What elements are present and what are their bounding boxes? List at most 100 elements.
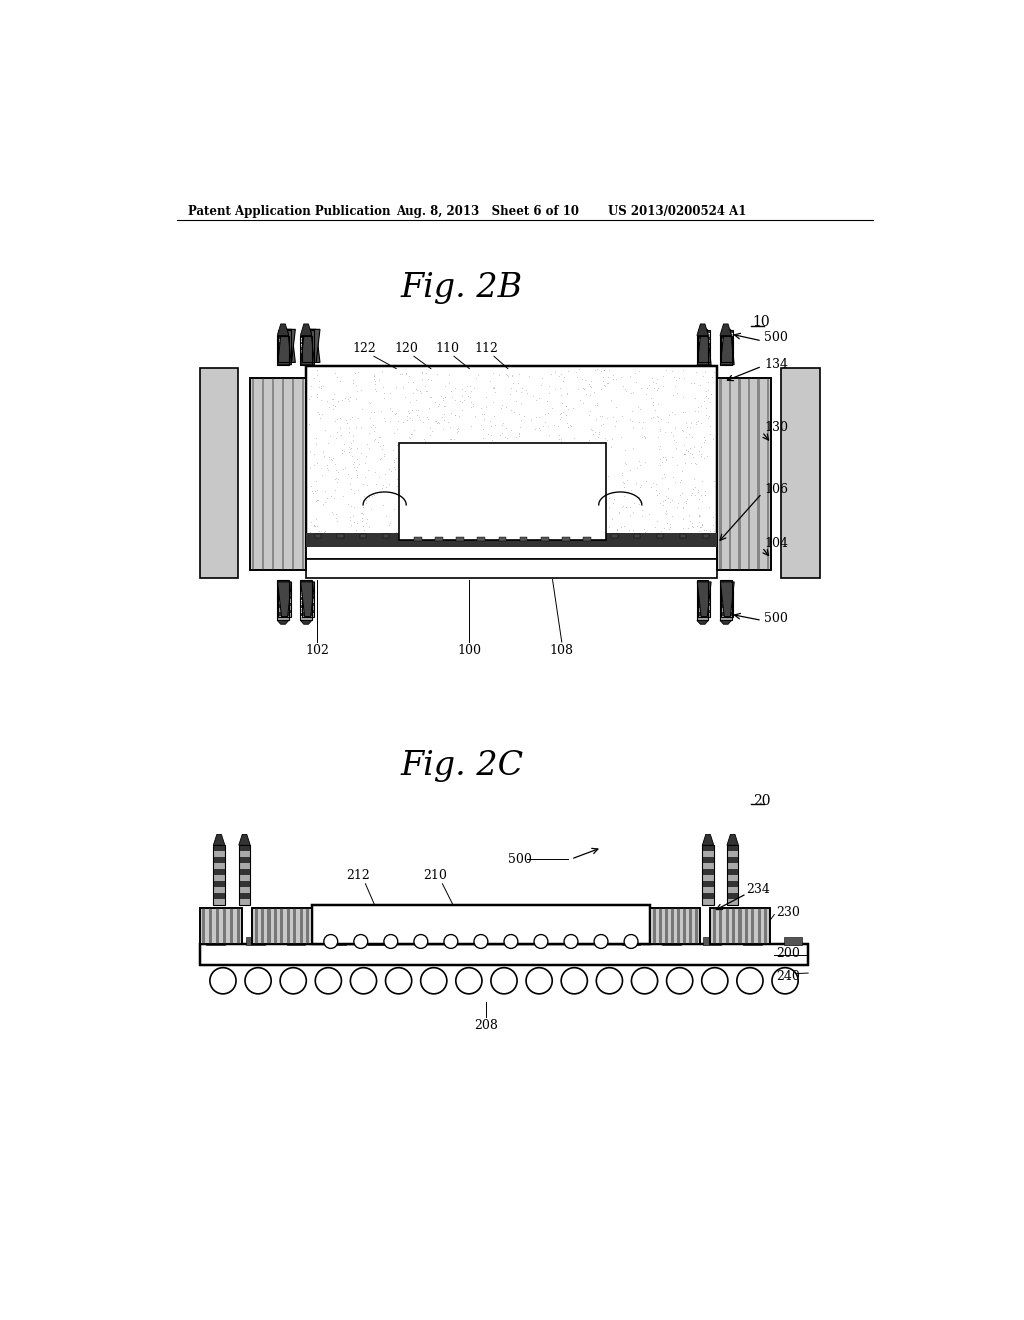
Point xyxy=(467,405,483,426)
Polygon shape xyxy=(301,582,314,616)
Point xyxy=(637,451,653,473)
Point xyxy=(364,417,380,438)
Point xyxy=(650,426,667,447)
Point xyxy=(653,451,670,473)
Circle shape xyxy=(772,968,798,994)
Point xyxy=(391,480,408,502)
Point xyxy=(693,484,710,506)
Bar xyxy=(300,359,312,362)
Point xyxy=(539,490,555,511)
Bar xyxy=(279,337,291,339)
Polygon shape xyxy=(697,323,709,335)
Bar xyxy=(301,593,313,595)
Point xyxy=(659,477,676,498)
Point xyxy=(463,392,479,413)
Point xyxy=(442,429,459,450)
Point xyxy=(512,475,528,496)
Point xyxy=(355,504,372,525)
Point xyxy=(414,368,430,389)
Point xyxy=(553,407,569,428)
Bar xyxy=(726,908,729,944)
Point xyxy=(318,454,335,475)
Point xyxy=(660,411,677,432)
Point xyxy=(476,453,493,474)
Point xyxy=(313,378,330,399)
Point xyxy=(669,454,685,475)
Point xyxy=(540,504,556,525)
Point xyxy=(340,437,356,458)
Point xyxy=(624,479,640,500)
Point xyxy=(511,506,527,527)
Point xyxy=(418,363,434,384)
Bar xyxy=(239,892,250,899)
Point xyxy=(662,516,678,537)
Point xyxy=(452,483,468,504)
Bar xyxy=(702,857,714,863)
Bar xyxy=(721,610,733,612)
Point xyxy=(445,495,462,516)
Point xyxy=(685,446,701,467)
Point xyxy=(437,461,454,482)
Point xyxy=(346,451,362,473)
Point xyxy=(689,400,706,421)
Point xyxy=(644,395,660,416)
Point xyxy=(696,429,713,450)
Point xyxy=(373,400,389,421)
Point xyxy=(477,397,494,418)
Bar xyxy=(720,350,731,352)
Point xyxy=(433,466,450,487)
Bar xyxy=(301,347,313,350)
Polygon shape xyxy=(720,582,734,616)
Bar xyxy=(262,378,264,570)
Point xyxy=(498,417,514,438)
Point xyxy=(395,490,412,511)
Point xyxy=(390,411,407,432)
Point xyxy=(537,412,553,433)
Point xyxy=(486,474,503,495)
Point xyxy=(693,490,710,511)
Point xyxy=(514,507,530,528)
Bar xyxy=(711,908,770,944)
Point xyxy=(416,451,432,473)
Point xyxy=(658,486,675,507)
Point xyxy=(463,396,479,417)
Text: 230: 230 xyxy=(776,907,800,920)
Point xyxy=(687,453,703,474)
Bar xyxy=(758,378,760,570)
Bar xyxy=(278,597,289,601)
Point xyxy=(337,387,353,408)
Point xyxy=(428,412,444,433)
Point xyxy=(418,515,434,536)
Point xyxy=(625,437,641,458)
Point xyxy=(683,372,699,393)
Point xyxy=(560,399,577,420)
Point xyxy=(466,484,482,506)
Point xyxy=(591,473,607,494)
Point xyxy=(632,491,648,512)
Bar xyxy=(252,908,311,944)
Point xyxy=(521,491,538,512)
Point xyxy=(382,397,398,418)
Point xyxy=(366,484,382,506)
Point xyxy=(676,434,692,455)
Point xyxy=(399,437,416,458)
Point xyxy=(475,450,492,471)
Point xyxy=(453,494,469,515)
Point xyxy=(311,520,328,541)
Point xyxy=(650,393,667,414)
Bar xyxy=(720,593,731,597)
Bar xyxy=(695,908,698,944)
Bar xyxy=(252,908,311,944)
Point xyxy=(387,403,403,424)
Point xyxy=(437,375,454,396)
Point xyxy=(618,454,635,475)
Bar xyxy=(698,614,711,616)
Point xyxy=(650,378,667,399)
Bar xyxy=(721,597,733,599)
Point xyxy=(416,441,432,462)
Point xyxy=(330,469,346,490)
Bar xyxy=(300,339,312,342)
Point xyxy=(346,483,362,504)
Point xyxy=(637,521,653,543)
Point xyxy=(418,380,434,401)
